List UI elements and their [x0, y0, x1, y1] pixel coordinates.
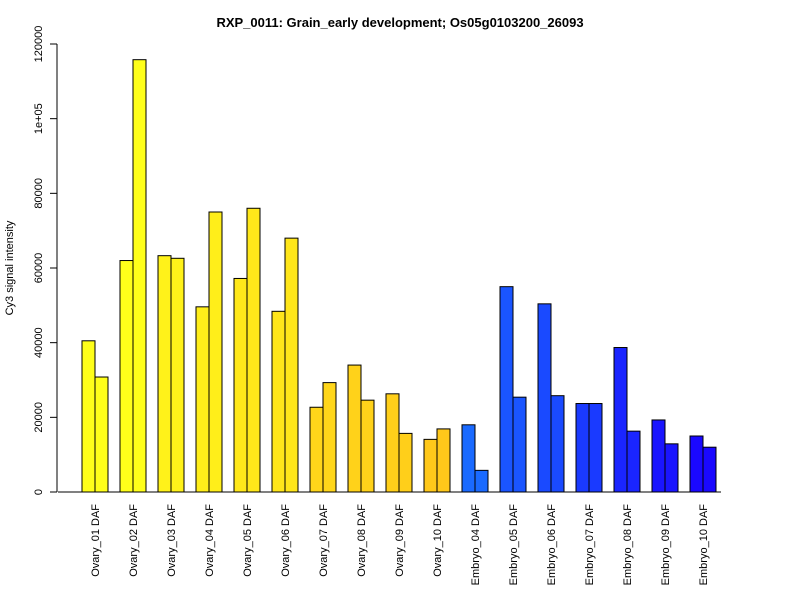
bar: [233, 277, 248, 493]
bar: [157, 255, 172, 493]
bar: [119, 260, 134, 493]
category-label: Ovary_01 DAF: [90, 504, 102, 577]
y-tick-label: 120000: [33, 26, 45, 63]
bar: [474, 469, 489, 493]
bar: [664, 443, 679, 493]
category-label: Ovary_05 DAF: [242, 504, 254, 577]
bar: [626, 430, 641, 493]
category-label: Ovary_08 DAF: [356, 504, 368, 577]
bar: [347, 364, 362, 493]
chart-title: RXP_0011: Grain_early development; Os05g…: [216, 15, 583, 30]
bar: [398, 432, 413, 493]
category-label: Embryo_07 DAF: [584, 504, 596, 586]
bar: [94, 376, 109, 493]
bar: [461, 424, 476, 493]
bar: [322, 382, 337, 493]
bar: [512, 396, 527, 493]
bar: [271, 310, 286, 493]
category-label: Ovary_06 DAF: [280, 504, 292, 577]
bar: [537, 303, 552, 493]
bar: [208, 211, 223, 493]
category-label: Ovary_02 DAF: [128, 504, 140, 577]
bar: [613, 347, 628, 493]
bar: [246, 207, 261, 493]
category-label: Ovary_03 DAF: [166, 504, 178, 577]
category-label: Ovary_07 DAF: [318, 504, 330, 577]
category-label: Embryo_04 DAF: [470, 504, 482, 586]
bar: [689, 435, 704, 493]
category-label: Embryo_06 DAF: [546, 504, 558, 586]
bar: [550, 395, 565, 493]
bar: [651, 419, 666, 493]
bar: [588, 403, 603, 493]
y-tick-label: 40000: [33, 327, 45, 358]
category-label: Embryo_09 DAF: [660, 504, 672, 586]
category-label: Ovary_04 DAF: [204, 504, 216, 577]
bar: [499, 286, 514, 493]
bar: [360, 399, 375, 493]
bar: [81, 340, 96, 493]
y-tick-label: 80000: [33, 178, 45, 209]
category-label: Embryo_10 DAF: [698, 504, 710, 586]
bar: [309, 406, 324, 493]
bar: [385, 393, 400, 493]
bar: [170, 257, 185, 493]
bar: [436, 428, 451, 493]
bar: [132, 59, 147, 493]
y-axis: 0 20000 40000 60000 80000 1e+05 120000: [33, 26, 58, 495]
y-tick-label: 0: [33, 489, 45, 495]
bar: [702, 446, 717, 493]
bar: [423, 438, 438, 493]
category-labels: Ovary_01 DAF Ovary_02 DAF Ovary_03 DAF Ovar…: [90, 504, 710, 586]
bar-series: [81, 59, 717, 493]
category-label: Ovary_09 DAF: [394, 504, 406, 577]
category-label: Embryo_08 DAF: [622, 504, 634, 586]
y-tick-label: 20000: [33, 402, 45, 433]
bar: [195, 306, 210, 493]
category-label: Ovary_10 DAF: [432, 504, 444, 577]
y-tick-label: 1e+05: [33, 103, 45, 134]
y-tick-label: 60000: [33, 253, 45, 284]
y-axis-label: Cy3 signal intensity: [4, 220, 16, 315]
bar: [575, 403, 590, 493]
category-label: Embryo_05 DAF: [508, 504, 520, 586]
bar: [284, 237, 299, 493]
